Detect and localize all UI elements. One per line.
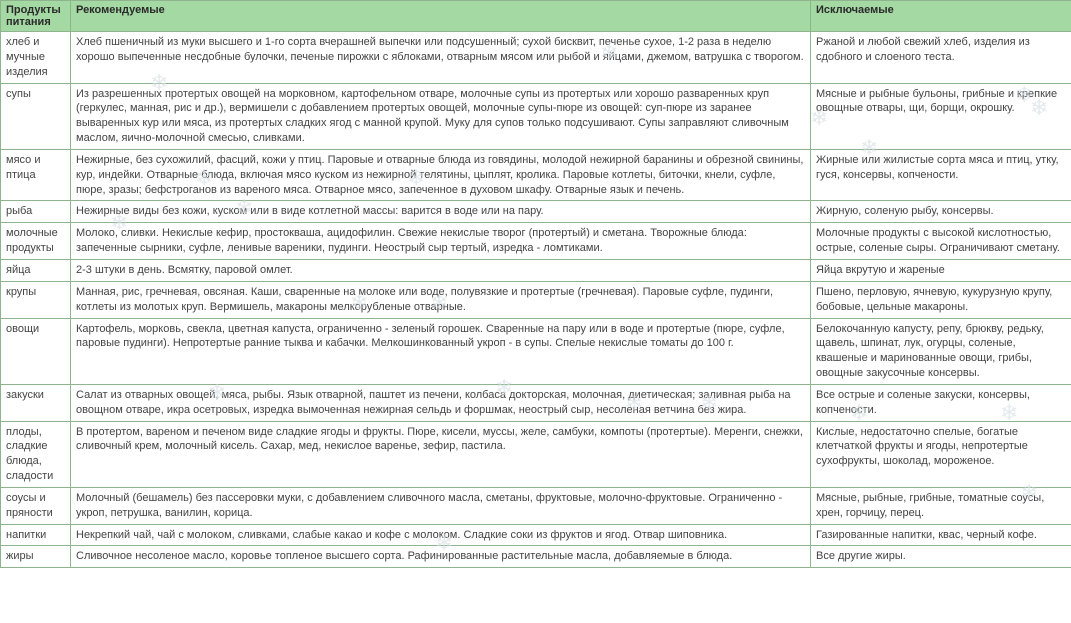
cell-category: соусы и пряности — [1, 487, 71, 524]
cell-category: молочные продукты — [1, 223, 71, 260]
cell-recommended: Хлеб пшеничный из муки высшего и 1-го со… — [71, 32, 811, 84]
cell-excluded: Жирную, соленую рыбу, консервы. — [811, 201, 1071, 223]
cell-category: овощи — [1, 318, 71, 384]
table-row: овощиКартофель, морковь, свекла, цветная… — [1, 318, 1071, 384]
cell-category: мясо и птица — [1, 149, 71, 201]
cell-excluded: Яйца вкрутую и жареные — [811, 259, 1071, 281]
cell-excluded: Ржаной и любой свежий хлеб, изделия из с… — [811, 32, 1071, 84]
cell-recommended: Некрепкий чай, чай с молоком, сливками, … — [71, 524, 811, 546]
cell-category: напитки — [1, 524, 71, 546]
page-wrap: Продукты питания Рекомендуемые Исключаем… — [0, 0, 1071, 568]
cell-excluded: Пшено, перловую, ячневую, кукурузную кру… — [811, 281, 1071, 318]
cell-recommended: Нежирные виды без кожи, куском или в вид… — [71, 201, 811, 223]
table-row: жирыСливочное несоленое масло, коровье т… — [1, 546, 1071, 568]
table-row: напиткиНекрепкий чай, чай с молоком, сли… — [1, 524, 1071, 546]
cell-excluded: Жирные или жилистые сорта мяса и птиц, у… — [811, 149, 1071, 201]
header-row: Продукты питания Рекомендуемые Исключаем… — [1, 1, 1071, 32]
table-row: соусы и пряностиМолочный (бешамель) без … — [1, 487, 1071, 524]
cell-category: хлеб и мучные изделия — [1, 32, 71, 84]
col-header-excluded: Исключаемые — [811, 1, 1071, 32]
table-row: молочные продуктыМолоко, сливки. Некислы… — [1, 223, 1071, 260]
cell-recommended: Молочный (бешамель) без пассеровки муки,… — [71, 487, 811, 524]
cell-excluded: Кислые, недостаточно спелые, богатые кле… — [811, 421, 1071, 487]
table-row: рыбаНежирные виды без кожи, куском или в… — [1, 201, 1071, 223]
cell-category: жиры — [1, 546, 71, 568]
diet-table: Продукты питания Рекомендуемые Исключаем… — [0, 0, 1071, 568]
col-header-recommended: Рекомендуемые — [71, 1, 811, 32]
table-row: яйца2-3 штуки в день. Всмятку, паровой о… — [1, 259, 1071, 281]
cell-excluded: Все другие жиры. — [811, 546, 1071, 568]
cell-excluded: Мясные, рыбные, грибные, томатные соусы,… — [811, 487, 1071, 524]
cell-excluded: Все острые и соленые закуски, консервы, … — [811, 384, 1071, 421]
cell-recommended: Сливочное несоленое масло, коровье топле… — [71, 546, 811, 568]
table-row: мясо и птицаНежирные, без сухожилий, фас… — [1, 149, 1071, 201]
cell-category: яйца — [1, 259, 71, 281]
cell-excluded: Мясные и рыбные бульоны, грибные и крепк… — [811, 83, 1071, 149]
cell-recommended: В протертом, вареном и печеном виде слад… — [71, 421, 811, 487]
cell-recommended: Молоко, сливки. Некислые кефир, простокв… — [71, 223, 811, 260]
cell-recommended: Салат из отварных овощей, мяса, рыбы. Яз… — [71, 384, 811, 421]
table-row: супыИз разрешенных протертых овощей на м… — [1, 83, 1071, 149]
table-row: плоды, сладкие блюда, сладостиВ протерто… — [1, 421, 1071, 487]
cell-category: крупы — [1, 281, 71, 318]
cell-recommended: 2-3 штуки в день. Всмятку, паровой омлет… — [71, 259, 811, 281]
cell-recommended: Нежирные, без сухожилий, фасций, кожи у … — [71, 149, 811, 201]
table-row: хлеб и мучные изделияХлеб пшеничный из м… — [1, 32, 1071, 84]
cell-recommended: Из разрешенных протертых овощей на морко… — [71, 83, 811, 149]
cell-excluded: Молочные продукты с высокой кислотностью… — [811, 223, 1071, 260]
cell-excluded: Белокочанную капусту, репу, брюкву, редь… — [811, 318, 1071, 384]
cell-recommended: Манная, рис, гречневая, овсяная. Каши, с… — [71, 281, 811, 318]
cell-category: закуски — [1, 384, 71, 421]
table-row: закускиСалат из отварных овощей, мяса, р… — [1, 384, 1071, 421]
cell-category: плоды, сладкие блюда, сладости — [1, 421, 71, 487]
cell-category: рыба — [1, 201, 71, 223]
col-header-category: Продукты питания — [1, 1, 71, 32]
table-row: крупыМанная, рис, гречневая, овсяная. Ка… — [1, 281, 1071, 318]
cell-excluded: Газированные напитки, квас, черный кофе. — [811, 524, 1071, 546]
table-body: хлеб и мучные изделияХлеб пшеничный из м… — [1, 32, 1071, 568]
cell-category: супы — [1, 83, 71, 149]
cell-recommended: Картофель, морковь, свекла, цветная капу… — [71, 318, 811, 384]
